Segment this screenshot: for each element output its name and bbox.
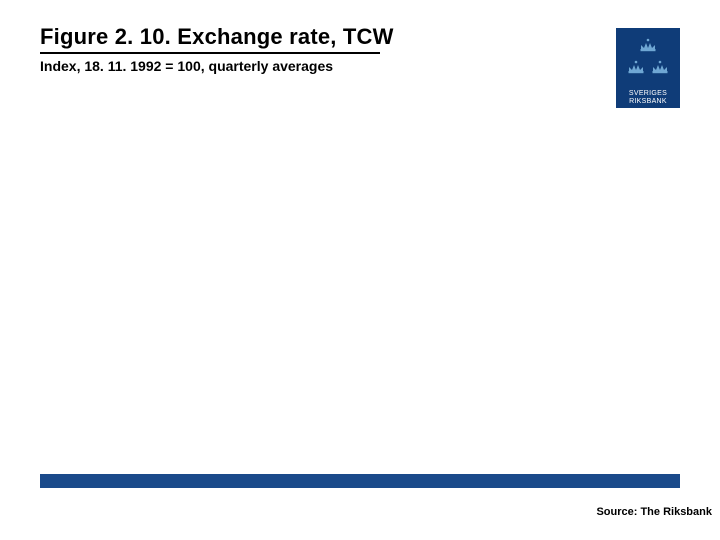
figure-title: Figure 2. 10. Exchange rate, TCW xyxy=(40,24,680,50)
crowns-icon xyxy=(622,34,674,88)
figure-subtitle: Index, 18. 11. 1992 = 100, quarterly ave… xyxy=(40,58,680,74)
title-underline xyxy=(40,52,380,54)
header-block: Figure 2. 10. Exchange rate, TCW Index, … xyxy=(40,24,680,74)
logo-line1: SVERIGES xyxy=(629,90,667,97)
logo-line2: RIKSBANK xyxy=(629,98,667,105)
logo-text: SVERIGES RIKSBANK xyxy=(629,90,667,105)
riksbank-logo: SVERIGES RIKSBANK xyxy=(616,28,680,108)
bottom-accent-bar xyxy=(40,474,680,488)
source-citation: Source: The Riksbank xyxy=(596,506,712,518)
